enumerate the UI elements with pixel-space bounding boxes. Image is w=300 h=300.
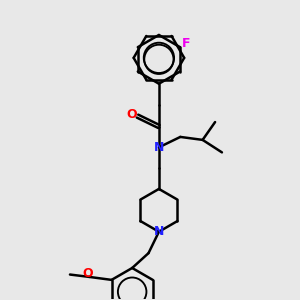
Text: N: N [154, 141, 164, 154]
Text: O: O [127, 108, 137, 121]
Text: O: O [82, 267, 93, 280]
Text: N: N [154, 225, 164, 238]
Text: F: F [182, 37, 191, 50]
